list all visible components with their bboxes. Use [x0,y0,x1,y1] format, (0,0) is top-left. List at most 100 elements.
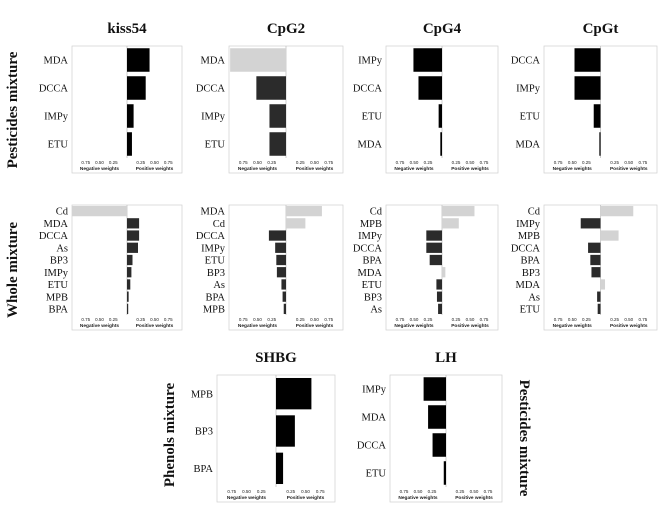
bar [281,279,286,290]
bar [413,48,442,72]
tick-label: 0.25 [296,317,305,322]
category-label: IMPy [516,219,541,230]
tick-label: 0.75 [396,317,405,322]
tick-label: 0.50 [624,317,633,322]
tick-label: 0.75 [81,160,90,165]
bar [72,205,127,217]
tick-label: 0.25 [136,317,145,322]
category-label: MPB [203,304,225,315]
category-label: DCCA [39,231,69,242]
positive-axis-label: Positive weights [451,166,489,172]
bar [256,76,286,100]
category-label: ETU [205,140,226,151]
category-label: ETU [48,140,69,151]
category-label: Cd [528,207,541,218]
tick-label: 0.75 [164,160,173,165]
tick-label: 0.50 [301,489,310,494]
bar [268,230,286,241]
positive-axis-label: Positive weights [287,495,325,501]
bar [127,279,131,290]
bar [436,291,442,302]
row-label-whole: Whole mixture [5,222,21,318]
bar [432,433,446,457]
tick-label: 0.75 [554,317,563,322]
bar [442,218,459,229]
category-label: BP3 [522,268,540,279]
tick-label: 0.50 [466,317,475,322]
positive-axis-label: Positive weights [610,166,648,172]
bar [286,218,306,229]
positive-axis-label: Positive weights [296,323,334,329]
category-label: ETU [205,256,226,267]
bar [230,48,286,72]
chart-title: kiss54 [107,21,147,37]
bar [275,242,286,253]
tick-label: 0.50 [410,160,419,165]
tick-label: 0.25 [610,317,619,322]
category-label: BPA [363,256,383,267]
tick-label: 0.25 [257,489,266,494]
bar [426,242,442,253]
chart-panel: LH IMPy MDA DCCA ETU 0.75 0.50 0.25 0.25 0.50 0.75… [357,350,503,503]
tick-label: 0.75 [480,317,489,322]
tick-label: 0.50 [95,317,104,322]
bar [426,230,442,241]
positive-axis-label: Positive weights [455,495,493,501]
category-label: ETU [48,280,69,291]
bar [127,104,134,128]
tick-label: 0.75 [480,160,489,165]
chart-panel: CpGt DCCA IMPy ETU MDA 0.75 0.50 0.25 0.25 0.50 0.… [511,21,658,174]
bar [428,405,446,429]
positive-axis-label: Positive weights [296,166,334,172]
bar [269,132,286,156]
category-label: IMPy [44,112,69,123]
category-label: IMPy [44,268,69,279]
category-label: DCCA [353,84,383,95]
tick-label: 0.25 [452,160,461,165]
bar [276,254,286,266]
bar [127,76,146,100]
bar [127,242,138,253]
category-label: BPA [49,304,69,315]
category-label: BPA [206,292,226,303]
category-label: Cd [370,207,383,218]
category-label: Cd [56,207,69,218]
tick-label: 0.75 [484,489,493,494]
tick-label: 0.75 [554,160,563,165]
tick-label: 0.25 [582,317,591,322]
bar [276,415,295,447]
bar [127,291,129,302]
category-label: DCCA [511,243,541,254]
positive-axis-label: Positive weights [136,166,174,172]
category-label: As [370,304,382,315]
bar [127,218,140,229]
category-label: ETU [362,112,383,123]
bar [591,267,601,278]
bar [597,291,601,302]
category-label: ETU [366,469,387,480]
tick-label: 0.25 [296,160,305,165]
bar [442,205,475,217]
bar [286,205,322,217]
category-label: Cd [213,219,226,230]
bar [438,303,442,315]
negative-axis-label: Negative weights [238,166,278,172]
bar [127,267,132,278]
tick-label: 0.25 [582,160,591,165]
chart-title: LH [435,350,457,366]
chart-title: CpGt [583,21,619,37]
negative-axis-label: Negative weights [394,166,434,172]
chart-panel: CpG4 IMPy DCCA ETU MDA 0.75 0.50 0.25 0.25 0.50 0.… [353,21,499,174]
bar [127,230,140,241]
category-label: MDA [357,268,382,279]
bar [600,205,634,217]
bar [423,377,446,401]
tick-label: 0.25 [286,489,295,494]
category-label: MPB [518,231,540,242]
chart-panel: CpG2 MDA DCCA IMPy ETU 0.75 0.50 0.25 0.25 0.50 0.… [196,21,344,174]
tick-label: 0.25 [456,489,465,494]
bar [442,267,446,278]
